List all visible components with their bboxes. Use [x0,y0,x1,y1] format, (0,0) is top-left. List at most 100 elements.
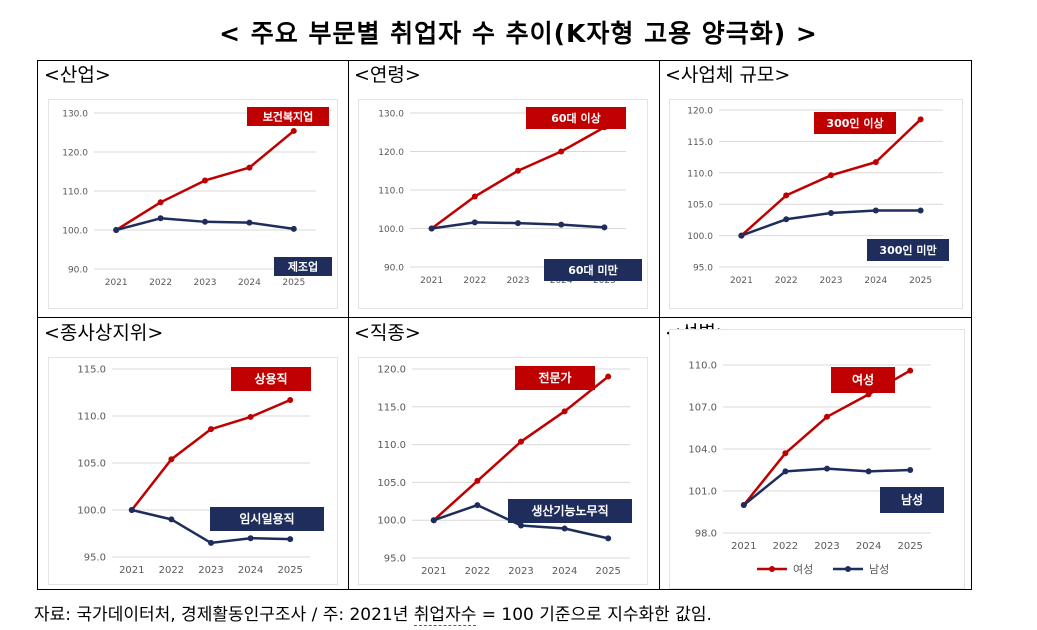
x-tick-label: 2025 [282,278,305,288]
panel-divider [348,61,349,589]
series-label-box [231,367,311,391]
y-tick-label: 110.0 [77,412,106,423]
series-label: 남성 [901,492,923,507]
data-point [202,218,208,225]
data-point [128,507,135,513]
x-tick-label: 2022 [465,566,490,577]
y-tick-label: 120.0 [377,365,406,376]
series-label-box [210,507,324,531]
data-point [430,517,437,524]
x-tick-label: 2025 [595,566,620,577]
data-point [290,127,297,134]
legend-label: 남성 [869,563,889,576]
series-label: 임시일용직 [239,511,294,526]
series-label-box [247,107,329,126]
data-point [113,227,120,233]
data-point [601,224,608,231]
y-tick-label: 95.0 [384,554,406,565]
x-tick-label: 2023 [194,278,217,288]
y-tick-label: 90.0 [68,266,88,276]
y-tick-label: 105.0 [687,201,713,211]
y-tick-label: 107.0 [688,403,717,414]
data-point [872,207,879,214]
footnote-prefix: 자료: 국가데이터처, 경제활동인구조사 / 주: 2021년 [34,605,414,625]
series-label: 생산기능노무직 [531,503,608,518]
x-tick-label: 2023 [814,541,839,552]
panel-label-industry: <산업> [44,64,111,86]
data-point [872,159,879,166]
plot-frame [48,357,338,585]
data-point [287,397,294,404]
data-point [738,232,745,239]
data-point [783,216,790,223]
data-point [290,225,297,232]
series-label-box [831,367,895,393]
data-point [246,219,253,226]
x-tick-label: 2022 [773,541,798,552]
y-tick-label: 115.0 [377,402,406,413]
y-tick-label: 98.0 [695,529,717,540]
x-tick-label: 2023 [508,566,533,577]
data-point [917,207,924,214]
y-tick-label: 95.0 [84,553,106,564]
data-point [518,438,524,445]
x-tick-label: 2024 [864,276,887,286]
x-tick-label: 2022 [775,276,798,286]
series-label: 상용직 [254,371,287,386]
series-label-box [867,239,949,261]
y-tick-label: 130.0 [378,110,404,120]
page-title: < 주요 부문별 취업자 수 추이(K자형 고용 양극화) > [219,19,818,48]
footnote-underlined: 취업자수 [413,605,477,626]
footnote-suffix: = 100 기준으로 지수화한 값임. [476,605,712,625]
x-tick-label: 2023 [820,276,843,286]
data-point [157,215,164,222]
y-tick-label: 95.0 [693,264,713,274]
x-tick-label: 2021 [421,566,446,577]
data-point [783,192,790,199]
data-point [208,426,214,433]
data-point [561,408,568,415]
data-point [247,535,254,542]
data-point [828,172,834,179]
plot-frame [669,329,965,589]
y-tick-label: 104.0 [688,445,717,456]
data-point [561,525,568,532]
series-label: 300인 미만 [879,243,936,257]
y-tick-label: 105.0 [377,478,406,489]
data-point [208,539,214,546]
data-point [515,167,521,174]
data-point [865,468,872,475]
x-tick-label: 2021 [105,278,128,288]
series-label: 보건복지업 [263,109,314,123]
y-tick-label: 115.0 [77,365,106,376]
x-tick-label: 2025 [909,276,932,286]
chart-size: 120.0 115.0 110.0 105.0 100.0 95.0 2021 2022 202… [669,99,963,309]
x-tick-label: 2024 [238,565,263,576]
data-point [246,164,253,171]
y-tick-label: 110.0 [687,169,713,179]
series-label: 60대 미만 [568,263,618,277]
y-tick-label: 115.0 [687,138,713,148]
data-point [558,221,565,228]
y-tick-label: 105.0 [77,459,106,470]
series-label: 제조업 [288,259,318,273]
y-tick-label: 100.0 [62,227,88,237]
data-point [605,535,612,542]
data-point [558,148,565,155]
data-point [782,450,789,457]
x-tick-label: 2021 [731,541,756,552]
y-tick-label: 110.0 [62,188,88,198]
x-tick-label: 2022 [159,565,184,576]
legend-marker [769,566,775,572]
panel-divider [38,317,971,318]
x-tick-label: 2022 [149,278,172,288]
series-label-box [544,259,642,281]
series-label: 60대 이상 [551,111,601,125]
y-tick-label: 100.0 [687,232,713,242]
x-tick-label: 2024 [238,278,261,288]
data-point [782,468,789,475]
data-point [168,516,175,523]
data-point [168,456,175,463]
data-point [515,220,521,227]
y-tick-label: 130.0 [62,110,88,120]
